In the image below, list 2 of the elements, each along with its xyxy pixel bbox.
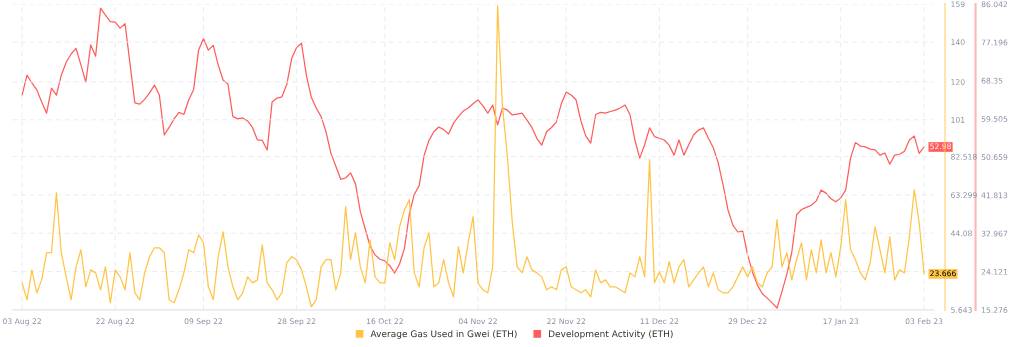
legend-label: Development Activity (ETH): [548, 330, 673, 339]
legend-label: Average Gas Used in Gwei (ETH): [370, 330, 517, 339]
